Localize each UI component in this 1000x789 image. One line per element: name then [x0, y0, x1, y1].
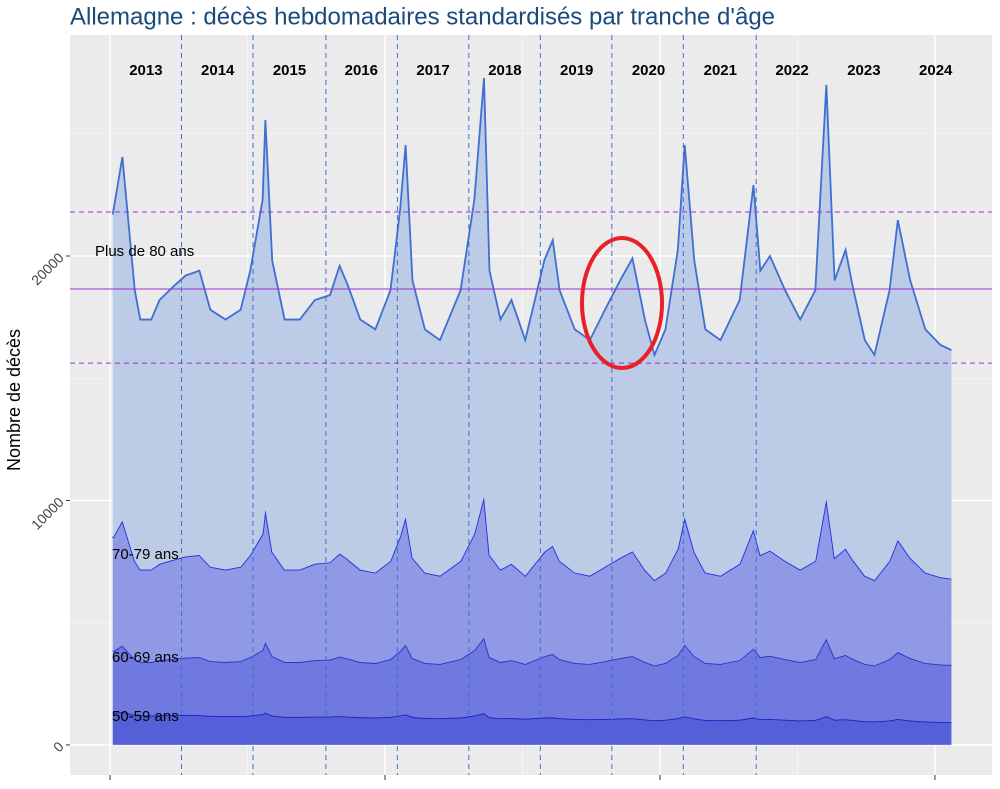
area [112, 78, 952, 581]
year-label: 2017 [416, 62, 449, 79]
year-label: 2013 [129, 62, 162, 79]
series-label: 70-79 ans [112, 546, 179, 563]
series-label: 50-59 ans [112, 708, 179, 725]
chart-title: Allemagne : décès hebdomadaires standard… [70, 3, 775, 30]
year-label: 2015 [273, 62, 306, 79]
year-label: 2019 [560, 62, 593, 79]
series-line [111, 497, 952, 582]
area [112, 497, 952, 666]
series-line [112, 711, 952, 724]
year-label: 2022 [775, 62, 808, 79]
y-tick-label: 20000 [28, 249, 67, 288]
series-label: 60-69 ans [112, 649, 179, 666]
year-label: 2024 [919, 62, 953, 79]
year-label: 2021 [704, 62, 737, 79]
highlight-ellipse [580, 236, 664, 370]
year-label: 2018 [488, 62, 521, 79]
year-label: 2016 [345, 62, 378, 79]
y-axis-label: Nombre de décès [4, 329, 24, 471]
year-label: 2020 [632, 62, 665, 79]
series-label: Plus de 80 ans [95, 243, 194, 260]
year-label: 2023 [847, 62, 880, 79]
plot-layer: 2013 2014 2015 2016 2017 2018 2019 2020 2021 2022… [70, 35, 992, 775]
y-tick-label: 10000 [28, 494, 67, 533]
series-line [111, 77, 952, 358]
y-tick-label: 0 [50, 738, 67, 755]
year-label: 2014 [201, 62, 235, 79]
